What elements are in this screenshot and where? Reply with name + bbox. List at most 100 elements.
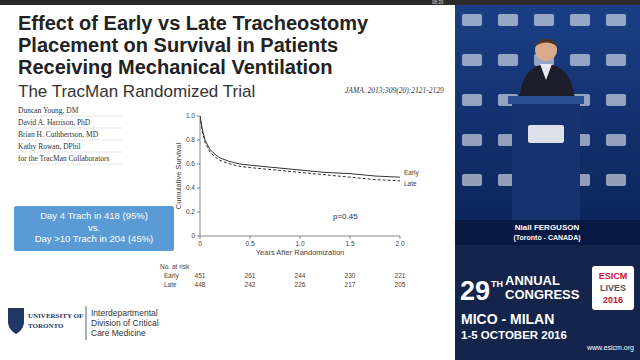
at-risk-value: 261 [245, 272, 256, 279]
y-tick [197, 164, 200, 165]
podium-logo [528, 125, 564, 143]
info-box [14, 206, 174, 251]
slide-title: Receiving Mechanical Ventilation [18, 56, 333, 78]
survival-curve [200, 116, 400, 181]
top-strip [0, 0, 640, 5]
y-tick [197, 236, 200, 237]
legend-label: Late [404, 180, 417, 187]
y-tick [197, 188, 200, 189]
curves [200, 116, 400, 181]
backdrop-logo [606, 134, 626, 146]
at-risk-value: 221 [395, 272, 406, 279]
name-band [455, 220, 640, 245]
at-risk-value: 244 [295, 272, 306, 279]
slide-title: Effect of Early vs Late Tracheostomy [18, 12, 369, 34]
journal: JAMA. 2013;309(20):2121-2129 [345, 86, 444, 95]
esicm-logo [592, 266, 634, 310]
backdrop-logo [606, 54, 626, 66]
y-axis [200, 116, 201, 236]
y-tick [197, 116, 200, 117]
division-name: Interdepartmental [91, 308, 158, 318]
congress-line: ANNUAL [505, 273, 560, 288]
division-name: Care Medicine [91, 328, 146, 338]
footer-divider [86, 306, 87, 340]
p-value: p=0.45 [333, 212, 358, 221]
esicm-logo-text: 2016 [603, 295, 623, 305]
slide-subtitle: The TracMan Randomized Trial [18, 82, 255, 101]
legend-label: Early [404, 169, 420, 177]
x-tick-label: 1.5 [345, 240, 354, 247]
congress-number: 29 [460, 276, 490, 306]
esicm-logo-text: LIVES [600, 283, 626, 293]
info-box-text: Day >10 Trach in 204 (45%) [35, 233, 154, 244]
backdrop-logo [534, 14, 554, 26]
x-tick-label: 2.0 [395, 240, 404, 247]
time: 08:39 [432, 0, 444, 5]
backdrop-logo [498, 14, 518, 26]
speaker-name: Niall FERGUSON [515, 223, 580, 232]
y-tick-label: 0.6 [186, 160, 195, 167]
congress-venue: MICO - MILAN [461, 311, 554, 327]
y-tick-label: 0.4 [186, 184, 195, 191]
chart: 00.20.40.60.81.000.51.01.52.0Years After… [160, 112, 420, 288]
y-tick [197, 140, 200, 141]
y-axis-label: Cumulative Survival [174, 143, 183, 210]
backdrop-logo [570, 14, 590, 26]
university-name: TORONTO [28, 322, 64, 330]
author: David A. Harrison, PhD [18, 118, 91, 127]
author-rule [18, 116, 122, 117]
x-tick-label: 1.0 [295, 240, 304, 247]
survival-curve [200, 116, 400, 177]
author-rule [18, 140, 122, 141]
x-tick-label: 0.5 [245, 240, 254, 247]
backdrop-logo [606, 14, 626, 26]
congress-dates: 1-5 OCTOBER 2016 [461, 329, 567, 341]
x-axis-label: Years After Randomization [256, 248, 345, 257]
author: Kathy Rowan, DPhil [18, 142, 81, 151]
speaker-place: (Toronto - CANADA) [513, 234, 580, 242]
at-risk-row-name: Late [164, 281, 177, 288]
congress-website: www.esicm.org [586, 344, 634, 352]
y-tick-label: 0 [191, 232, 195, 239]
congress-banner [455, 245, 640, 360]
at-risk-value: 205 [395, 281, 406, 288]
backdrop-logo [462, 134, 482, 146]
podium [512, 100, 580, 222]
author-rule [18, 152, 122, 153]
congress-line: CONGRESS [505, 287, 580, 302]
backdrop-logo [498, 54, 518, 66]
podium-top [508, 96, 584, 104]
backdrop-logo [462, 14, 482, 26]
division-name: Division of Critical [91, 318, 159, 328]
at-risk-value: 242 [245, 281, 256, 288]
backdrop-logo [462, 94, 482, 106]
info-box-text: vs. [88, 222, 100, 233]
author: Brian H. Cuthbertson, MD [18, 130, 99, 139]
background [0, 0, 640, 360]
info-box-text: Day 4 Trach in 418 (95%) [40, 210, 148, 221]
y-tick-label: 0.8 [186, 136, 195, 143]
backdrop-logo [462, 54, 482, 66]
university-name: UNIVERSITY OF [28, 312, 83, 320]
x-tick-label: 0 [198, 240, 202, 247]
speaker-video [455, 5, 640, 245]
at-risk-value: 448 [195, 281, 206, 288]
author-rule [18, 164, 122, 165]
university-crest [8, 308, 24, 334]
slide-title: Placement on Survival in Patients [18, 34, 338, 56]
x-tick [400, 236, 401, 239]
backdrop-logo [606, 94, 626, 106]
at-risk-value: 230 [345, 272, 356, 279]
slide: 08:39 Niall FERGUSON (Toronto - CANADA) 29 T… [0, 0, 640, 360]
at-risk-value: 217 [345, 281, 356, 288]
x-tick [200, 236, 201, 239]
y-tick [197, 212, 200, 213]
backdrop-logo [462, 174, 482, 186]
author: for the TracMan Collaborators [18, 154, 110, 163]
at-risk-row-name: Early [164, 272, 180, 280]
x-tick [300, 236, 301, 239]
y-tick-label: 0.2 [186, 208, 195, 215]
at-risk-value: 451 [195, 272, 206, 279]
x-tick [250, 236, 251, 239]
x-tick [350, 236, 351, 239]
